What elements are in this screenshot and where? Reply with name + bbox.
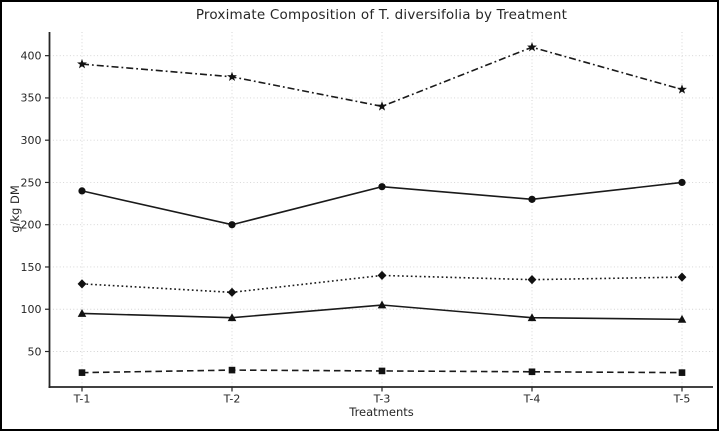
- y-tick-label: 200: [21, 219, 42, 232]
- square-marker: [678, 369, 686, 376]
- triangle-marker: [677, 314, 687, 323]
- x-tick-label: T-5: [673, 393, 691, 406]
- triangle-marker: [77, 308, 87, 317]
- square-marker: [78, 369, 86, 376]
- chart-title: Proximate Composition of T. diversifolia…: [195, 7, 568, 23]
- y-tick-label: 300: [21, 134, 42, 147]
- triangle-marker: [227, 313, 237, 322]
- triangle-marker: [377, 300, 387, 309]
- star-marker: [227, 71, 237, 81]
- diamond-marker: [77, 279, 87, 289]
- square-marker: [378, 367, 386, 375]
- circle-marker: [678, 178, 686, 187]
- y-tick-label: 400: [21, 49, 42, 62]
- circle-marker: [228, 221, 236, 229]
- x-tick-label: T-4: [523, 393, 541, 406]
- y-tick-label: 250: [21, 176, 42, 189]
- diamond-marker: [527, 275, 537, 285]
- diamond-marker: [227, 287, 237, 297]
- star-marker: [527, 42, 537, 52]
- star-marker: [77, 58, 87, 69]
- x-tick-label: T-3: [373, 393, 391, 406]
- y-tick-label: 50: [28, 345, 42, 358]
- circle-marker: [378, 183, 386, 191]
- x-tick-label: T-1: [73, 393, 91, 406]
- x-axis-label: Treatments: [349, 405, 414, 419]
- y-tick-label: 150: [21, 261, 42, 274]
- diamond-marker: [677, 272, 687, 282]
- y-tick-label: 100: [21, 303, 42, 316]
- star-marker: [677, 84, 687, 94]
- triangle-marker: [527, 313, 537, 322]
- x-tick-label: T-2: [223, 393, 241, 406]
- square-marker: [228, 366, 236, 374]
- circle-marker: [78, 187, 86, 195]
- diamond-marker: [377, 270, 387, 281]
- star-marker: [377, 101, 387, 111]
- y-tick-label: 350: [21, 92, 42, 105]
- series-dashdot-star-line: [81, 46, 683, 108]
- square-marker: [528, 368, 536, 376]
- circle-marker: [528, 195, 536, 203]
